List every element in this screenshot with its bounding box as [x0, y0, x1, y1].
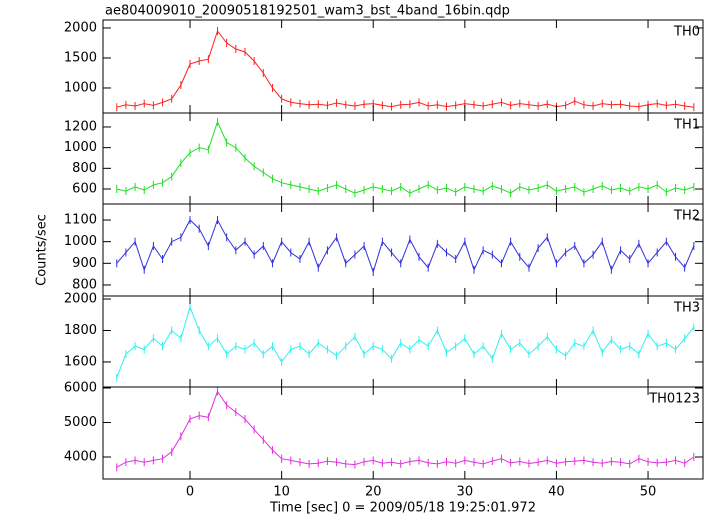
y-tick-label: 1000 — [64, 234, 97, 249]
panel-label: TH0123 — [648, 392, 700, 407]
x-axis-label: Time [sec] 0 = 2009/05/18 19:25:01.972 — [269, 501, 536, 516]
x-tick-label: 30 — [457, 485, 474, 500]
y-tick-label: 900 — [72, 256, 97, 271]
panel-frame — [102, 386, 704, 480]
panel-frame — [102, 19, 704, 114]
x-tick-label: 0 — [186, 485, 194, 500]
panel-label: TH1 — [673, 118, 700, 133]
y-tick-label: 1000 — [64, 80, 97, 95]
data-line — [116, 29, 694, 108]
x-tick-label: 40 — [548, 485, 565, 500]
data-line — [116, 218, 695, 274]
y-tick-label: 5000 — [64, 415, 97, 430]
y-tick-label: 1200 — [64, 119, 97, 134]
y-tick-label: 1800 — [64, 323, 97, 338]
y-tick-label: 1500 — [64, 50, 97, 65]
y-tick-label: 1100 — [64, 213, 97, 228]
x-tick-label: 10 — [273, 485, 290, 500]
x-tick-label: 20 — [365, 485, 382, 500]
y-tick-label: 600 — [72, 182, 97, 197]
y-tick-label: 4000 — [64, 449, 97, 464]
y-tick-label: 6000 — [64, 381, 97, 396]
panel-label: TH3 — [673, 301, 700, 316]
y-tick-label: 800 — [72, 161, 97, 176]
panel-label: TH0 — [673, 25, 700, 40]
chart-title: ae804009010_20090518192501_wam3_bst_4ban… — [105, 4, 510, 19]
data-line — [116, 390, 695, 468]
y-tick-label: 1600 — [64, 354, 97, 369]
y-axis-label: Counts/sec — [35, 214, 50, 286]
panel-frame — [102, 203, 704, 297]
panel-label: TH2 — [673, 209, 700, 224]
x-tick-label: 50 — [640, 485, 657, 500]
y-tick-label: 800 — [72, 277, 97, 292]
y-tick-label: 2000 — [64, 291, 97, 306]
panel-frame — [102, 112, 704, 205]
data-line — [116, 305, 695, 378]
y-tick-label: 1000 — [64, 140, 97, 155]
y-tick-label: 2000 — [64, 20, 97, 35]
data-line — [116, 120, 694, 194]
